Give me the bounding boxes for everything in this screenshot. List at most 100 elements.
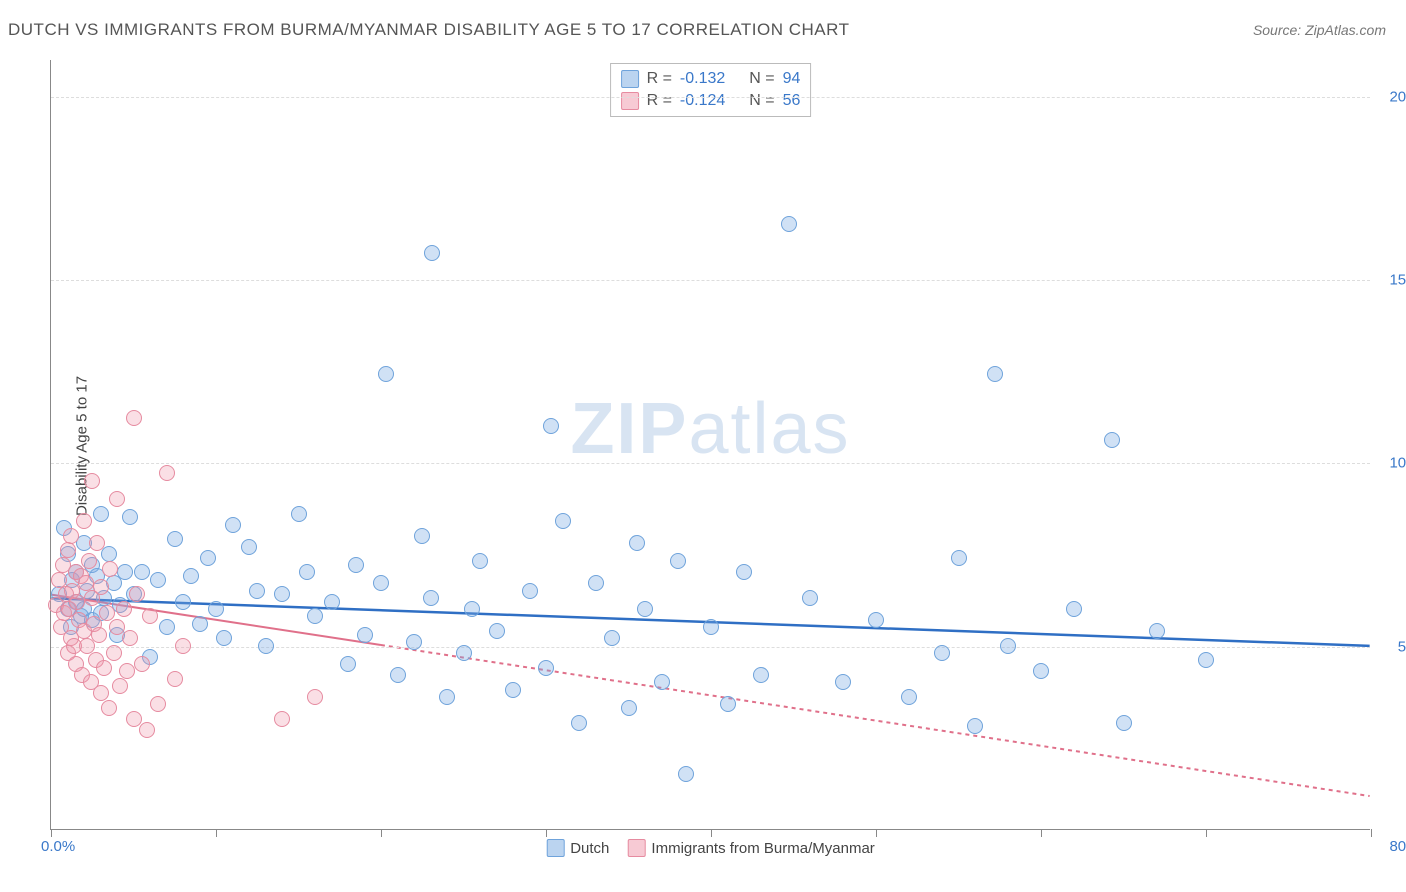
x-tick bbox=[1371, 829, 1372, 837]
point-burma bbox=[84, 473, 100, 489]
point-dutch bbox=[167, 531, 183, 547]
point-burma bbox=[102, 561, 118, 577]
point-dutch bbox=[241, 539, 257, 555]
x-tick bbox=[711, 829, 712, 837]
gridline-h bbox=[51, 280, 1370, 281]
point-dutch bbox=[1116, 715, 1132, 731]
point-dutch bbox=[423, 590, 439, 606]
x-tick bbox=[381, 829, 382, 837]
point-dutch bbox=[802, 590, 818, 606]
point-burma bbox=[126, 410, 142, 426]
point-dutch bbox=[406, 634, 422, 650]
point-dutch bbox=[522, 583, 538, 599]
point-dutch bbox=[753, 667, 769, 683]
point-dutch bbox=[720, 696, 736, 712]
point-dutch bbox=[424, 245, 440, 261]
y-tick-label: 15.0% bbox=[1389, 272, 1406, 289]
point-dutch bbox=[781, 216, 797, 232]
point-burma bbox=[78, 575, 94, 591]
swatch-dutch bbox=[621, 70, 639, 88]
chart-title: DUTCH VS IMMIGRANTS FROM BURMA/MYANMAR D… bbox=[8, 20, 849, 40]
point-dutch bbox=[258, 638, 274, 654]
point-dutch bbox=[934, 645, 950, 661]
point-dutch bbox=[307, 608, 323, 624]
scatter-plot-area: ZIPatlas R = -0.132 N = 94 R = -0.124 N … bbox=[50, 60, 1370, 830]
point-burma bbox=[69, 594, 85, 610]
point-dutch bbox=[291, 506, 307, 522]
point-dutch bbox=[670, 553, 686, 569]
x-tick bbox=[1041, 829, 1042, 837]
point-dutch bbox=[175, 594, 191, 610]
gridline-h bbox=[51, 463, 1370, 464]
trend-lines bbox=[51, 60, 1370, 829]
point-burma bbox=[91, 627, 107, 643]
point-dutch bbox=[868, 612, 884, 628]
point-dutch bbox=[200, 550, 216, 566]
point-burma bbox=[139, 722, 155, 738]
swatch-burma bbox=[621, 92, 639, 110]
point-burma bbox=[60, 542, 76, 558]
point-dutch bbox=[678, 766, 694, 782]
x-tick bbox=[216, 829, 217, 837]
point-dutch bbox=[225, 517, 241, 533]
point-dutch bbox=[464, 601, 480, 617]
point-dutch bbox=[183, 568, 199, 584]
legend-item-burma: Immigrants from Burma/Myanmar bbox=[627, 839, 874, 857]
point-dutch bbox=[1066, 601, 1082, 617]
series-legend: Dutch Immigrants from Burma/Myanmar bbox=[546, 839, 875, 857]
x-tick bbox=[51, 829, 52, 837]
point-burma bbox=[109, 491, 125, 507]
point-dutch bbox=[621, 700, 637, 716]
point-dutch bbox=[987, 366, 1003, 382]
point-burma bbox=[274, 711, 290, 727]
point-dutch bbox=[192, 616, 208, 632]
x-tick bbox=[546, 829, 547, 837]
point-burma bbox=[99, 605, 115, 621]
point-dutch bbox=[1000, 638, 1016, 654]
point-burma bbox=[134, 656, 150, 672]
point-dutch bbox=[543, 418, 559, 434]
point-dutch bbox=[736, 564, 752, 580]
watermark: ZIPatlas bbox=[570, 388, 850, 470]
point-dutch bbox=[1104, 432, 1120, 448]
point-burma bbox=[307, 689, 323, 705]
y-tick-label: 10.0% bbox=[1389, 455, 1406, 472]
swatch-burma-icon bbox=[627, 839, 645, 857]
point-dutch bbox=[901, 689, 917, 705]
point-burma bbox=[167, 671, 183, 687]
point-dutch bbox=[538, 660, 554, 676]
swatch-dutch-icon bbox=[546, 839, 564, 857]
point-dutch bbox=[414, 528, 430, 544]
point-burma bbox=[96, 660, 112, 676]
gridline-h bbox=[51, 647, 1370, 648]
point-dutch bbox=[629, 535, 645, 551]
y-tick-label: 5.0% bbox=[1398, 638, 1406, 655]
point-burma bbox=[142, 608, 158, 624]
point-burma bbox=[175, 638, 191, 654]
point-dutch bbox=[472, 553, 488, 569]
point-dutch bbox=[654, 674, 670, 690]
point-dutch bbox=[835, 674, 851, 690]
point-dutch bbox=[1033, 663, 1049, 679]
point-burma bbox=[150, 696, 166, 712]
point-dutch bbox=[951, 550, 967, 566]
point-burma bbox=[119, 663, 135, 679]
point-burma bbox=[116, 601, 132, 617]
x-axis-origin-label: 0.0% bbox=[41, 838, 75, 855]
point-burma bbox=[101, 700, 117, 716]
point-dutch bbox=[348, 557, 364, 573]
x-axis-max-label: 80.0% bbox=[1389, 838, 1406, 855]
point-dutch bbox=[703, 619, 719, 635]
point-dutch bbox=[456, 645, 472, 661]
point-burma bbox=[159, 465, 175, 481]
point-dutch bbox=[274, 586, 290, 602]
point-dutch bbox=[390, 667, 406, 683]
x-tick bbox=[876, 829, 877, 837]
legend-row-burma: R = -0.124 N = 56 bbox=[621, 90, 801, 112]
point-dutch bbox=[588, 575, 604, 591]
point-dutch bbox=[604, 630, 620, 646]
point-dutch bbox=[357, 627, 373, 643]
point-burma bbox=[93, 685, 109, 701]
point-dutch bbox=[93, 506, 109, 522]
point-burma bbox=[122, 630, 138, 646]
